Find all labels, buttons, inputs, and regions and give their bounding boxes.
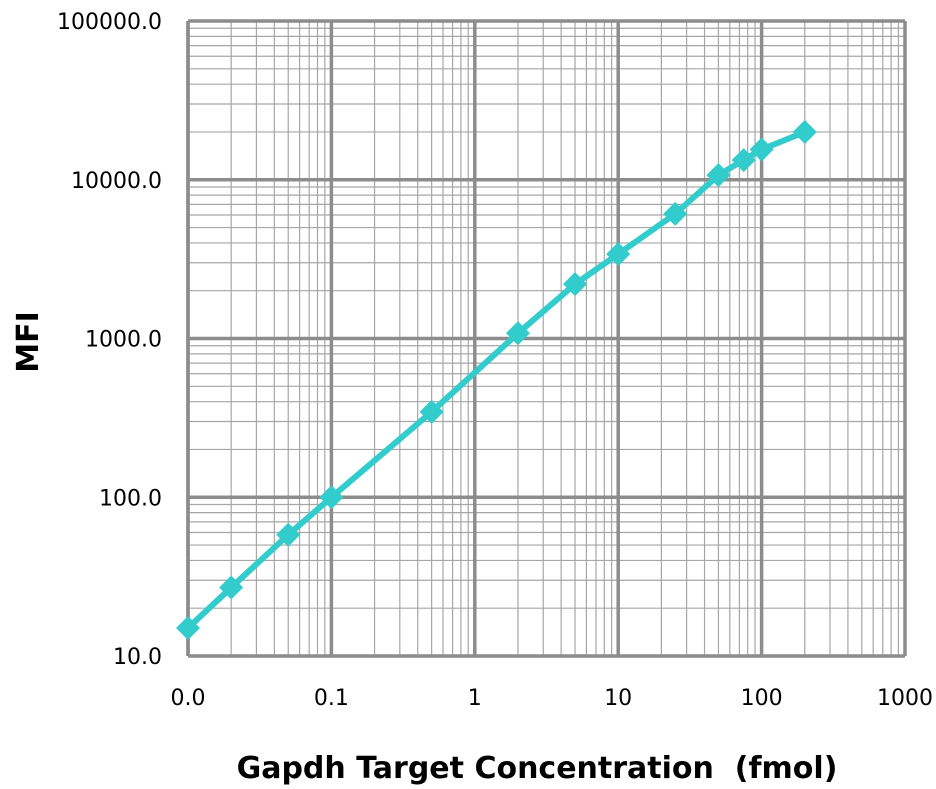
data-point-marker <box>319 485 344 510</box>
data-point-marker <box>419 399 444 424</box>
data-point-marker <box>563 272 588 297</box>
y-tick-label: 100000.0 <box>57 10 162 35</box>
y-tick-label: 10000.0 <box>71 169 162 194</box>
data-point-marker <box>663 201 688 226</box>
data-point-marker <box>219 575 244 600</box>
x-tick-label: 10 <box>604 686 632 711</box>
x-tick-label: 1 <box>468 686 482 711</box>
data-point-marker <box>176 616 200 641</box>
data-point-marker <box>706 163 731 188</box>
y-tick-label: 100.0 <box>99 486 162 511</box>
series-layer <box>176 119 817 641</box>
data-point-marker <box>505 321 530 346</box>
y-tick-label: 1000.0 <box>85 328 162 353</box>
data-point-marker <box>606 242 631 267</box>
data-point-marker <box>749 137 774 162</box>
y-tick-label: 10.0 <box>113 645 162 670</box>
y-axis-title: MFI <box>11 311 46 373</box>
data-point-marker <box>792 119 817 144</box>
x-axis-title: Gapdh Target Concentration (fmol) <box>237 751 838 786</box>
x-tick-label: 0.1 <box>314 686 349 711</box>
data-point-marker <box>731 148 756 173</box>
y-tick-labels: 10.0 100.0 1000.0 10000.0 100000.0 <box>57 10 162 670</box>
x-tick-label: 0.0 <box>171 686 206 711</box>
data-point-marker <box>276 522 301 547</box>
x-tick-label: 1000 <box>877 686 933 711</box>
x-tick-labels: 0.0 0.1 1 10 100 1000 <box>171 686 934 711</box>
series-line <box>185 129 806 631</box>
x-tick-label: 100 <box>741 686 783 711</box>
